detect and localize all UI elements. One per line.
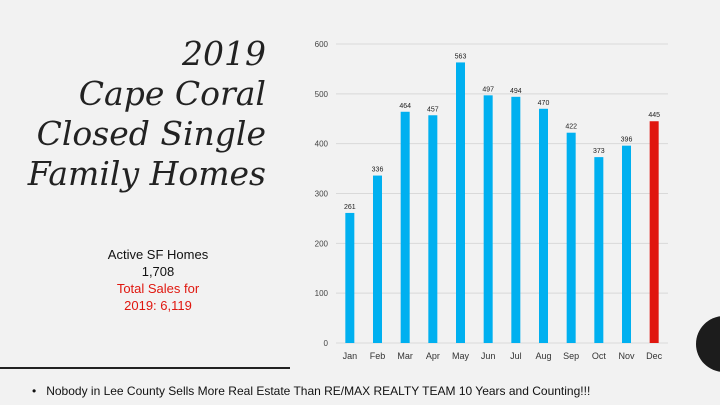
data-label: 494 (510, 88, 522, 95)
x-tick-label: Jun (481, 351, 496, 361)
data-label: 457 (427, 106, 439, 113)
data-label: 464 (399, 103, 411, 110)
slide-title: 2019 Cape Coral Closed Single Family Hom… (27, 34, 266, 193)
bar (539, 108, 548, 344)
x-tick-label: Dec (646, 351, 663, 361)
bar (456, 62, 465, 344)
y-tick-label: 200 (315, 239, 329, 248)
data-label: 497 (482, 86, 494, 93)
active-homes-value: 1,708 (141, 264, 175, 279)
active-homes-label: Active SF Homes (107, 247, 209, 262)
divider-rule (0, 367, 290, 369)
bar (594, 157, 604, 343)
x-tick-label: Sep (563, 351, 579, 361)
data-label: 373 (593, 148, 605, 155)
x-tick-label: Jul (510, 351, 522, 361)
y-tick-label: 400 (315, 140, 329, 149)
data-label: 470 (538, 100, 550, 107)
x-tick-label: Nov (618, 351, 635, 361)
x-tick-label: Oct (592, 351, 607, 361)
bar (400, 111, 410, 343)
data-label: 396 (621, 137, 633, 144)
data-label: 445 (648, 112, 660, 119)
x-tick-label: Aug (535, 351, 551, 361)
x-tick-label: Feb (370, 351, 386, 361)
y-tick-label: 300 (315, 190, 329, 199)
decorative-circle (696, 316, 720, 372)
footer-text: • Nobody in Lee County Sells More Real Es… (32, 384, 590, 398)
data-label: 261 (344, 204, 356, 211)
bullet-icon: • (32, 384, 37, 398)
bar-chart: 0 100 200 300 400 500 600 261 Jan 336 Feb 464 Mar 457… (315, 40, 668, 361)
bar (345, 212, 355, 343)
y-tick-label: 500 (315, 90, 329, 99)
bar (373, 175, 382, 343)
stats-block: Active SF Homes 1,708 Total Sales for 20… (88, 246, 228, 314)
total-sales-label: Total Sales for (116, 281, 200, 296)
data-label: 563 (455, 53, 467, 60)
bar (566, 132, 576, 343)
bar (649, 121, 659, 343)
data-label: 422 (565, 124, 577, 131)
bar (483, 95, 493, 343)
y-tick-label: 100 (315, 289, 329, 298)
data-label: 336 (372, 167, 384, 174)
x-tick-label: Apr (426, 351, 440, 361)
y-tick-label: 0 (324, 339, 329, 348)
x-tick-label: Jan (343, 351, 358, 361)
footer-message: Nobody in Lee County Sells More Real Est… (46, 384, 591, 398)
x-tick-label: Mar (397, 351, 413, 361)
bar (622, 145, 631, 343)
x-tick-label: May (452, 351, 470, 361)
bar (511, 96, 521, 343)
bar (428, 115, 438, 344)
y-tick-label: 600 (315, 40, 329, 49)
total-sales-value: 2019: 6,119 (124, 298, 192, 313)
